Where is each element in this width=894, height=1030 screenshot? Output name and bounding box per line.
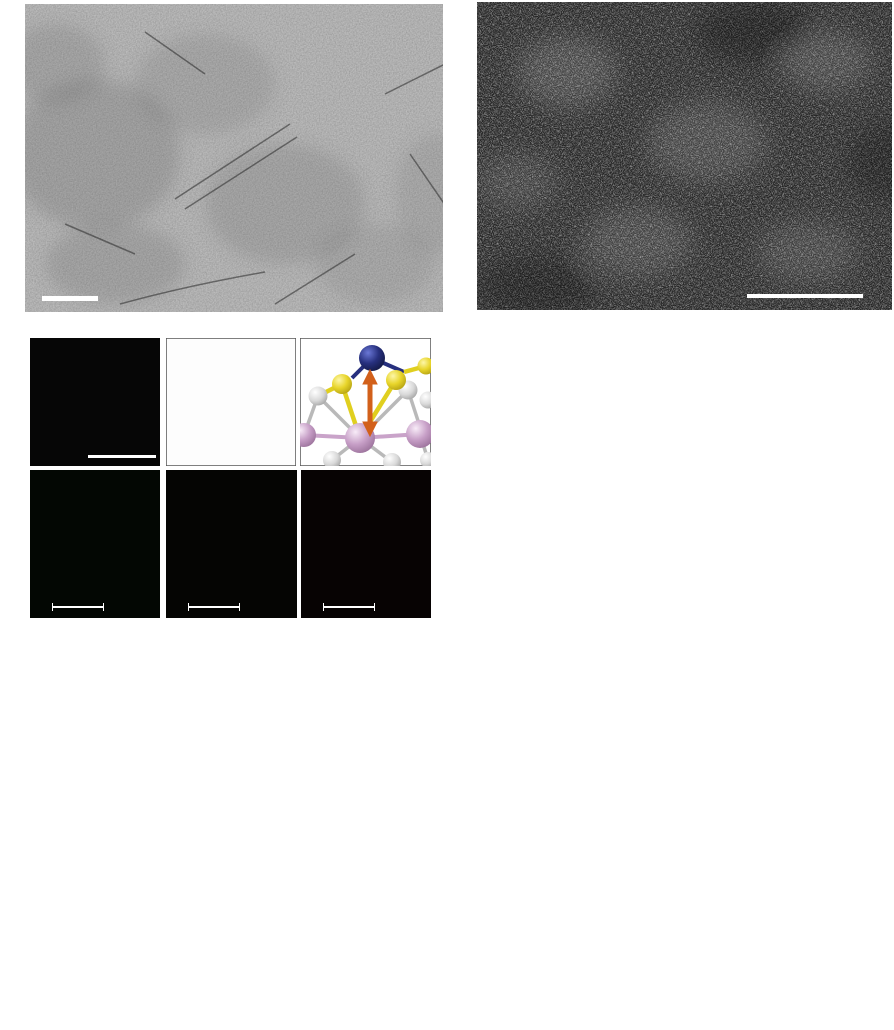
xps-chart (438, 326, 894, 656)
atomic-model-side-view (300, 338, 431, 466)
scalebar-a (42, 296, 98, 301)
stem-image-b (477, 2, 892, 310)
eds-map-mo (166, 470, 297, 618)
exafs-chart (448, 648, 894, 1030)
eds-map-s (301, 470, 431, 618)
height-arrow (362, 368, 378, 438)
atomic-stem-image-c (30, 338, 160, 466)
tem-image-a (25, 4, 443, 312)
tem-flakes (25, 24, 443, 304)
scalebar-f-pt (52, 603, 104, 611)
scalebar-f-s (323, 603, 375, 611)
xanes-inset-chart (236, 662, 438, 858)
eds-map-pt (30, 470, 160, 618)
scalebar-b (747, 294, 863, 298)
tem-wrinkles (64, 31, 443, 305)
stem-bright-patches (477, 2, 892, 310)
scalebar-c (88, 455, 156, 458)
scalebar-f-mo (188, 603, 240, 611)
atoms (300, 345, 431, 466)
xrd-inset-chart (191, 5, 445, 210)
pt-atom (359, 345, 385, 371)
atomic-model-top-view (166, 338, 296, 466)
